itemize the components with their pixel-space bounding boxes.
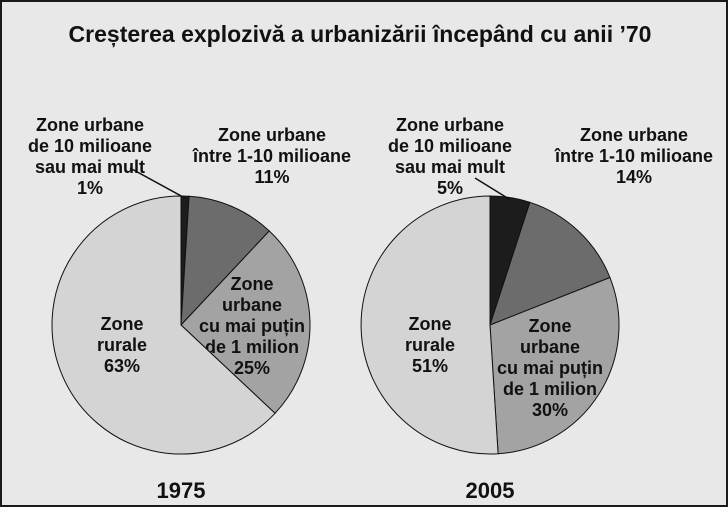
leader-line-2005-mega (474, 177, 511, 201)
slice-label-1975-small: Zone urbane cu mai puțin de 1 milion 25% (199, 274, 305, 378)
pie-slice-1975-mid (180, 195, 271, 327)
pie-slice-1975-small (180, 230, 311, 415)
slice-label-1975-mid: Zone urbane între 1-10 milioane 11% (192, 125, 351, 187)
pie-slice-2005-rural (360, 195, 499, 455)
slice-label-2005-small: Zone urbane cu mai puțin de 1 milion 30% (497, 316, 603, 420)
chart-title: Creșterea explozivă a urbanizării începâ… (69, 21, 652, 48)
year-label-1975: 1975 (157, 478, 206, 503)
pie-slice-1975-rural (51, 195, 276, 455)
year-label-2005: 2005 (466, 478, 515, 503)
pie-slice-2005-small (489, 276, 620, 455)
pie-chart-1975: Zone urbane de 10 milioane sau mai mult 1% Z… (28, 115, 351, 503)
pie-chart-2005: Zone urbane de 10 milioane sau mai mult 5% Z… (360, 115, 713, 503)
slice-label-1975-rural: Zone rurale 63% (97, 314, 147, 376)
slice-label-2005-rural: Zone rurale 51% (405, 314, 455, 376)
slice-label-2005-mid: Zone urbane între 1-10 milioane 14% (554, 125, 713, 187)
leader-line-1975-mega (129, 167, 186, 199)
slice-label-1975-mega: Zone urbane de 10 milioane sau mai mult 1% (28, 115, 152, 198)
slice-label-2005-mega: Zone urbane de 10 milioane sau mai mult 5% (388, 115, 512, 198)
pie-slice-2005-mid (489, 201, 611, 326)
